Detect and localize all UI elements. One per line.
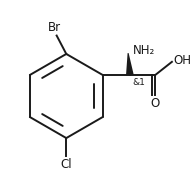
Text: OH: OH: [173, 54, 191, 67]
Text: NH₂: NH₂: [133, 44, 156, 57]
Text: O: O: [151, 97, 160, 110]
Text: Br: Br: [47, 21, 61, 34]
Text: Cl: Cl: [60, 158, 72, 171]
Text: &1: &1: [132, 78, 145, 87]
Polygon shape: [126, 53, 134, 75]
